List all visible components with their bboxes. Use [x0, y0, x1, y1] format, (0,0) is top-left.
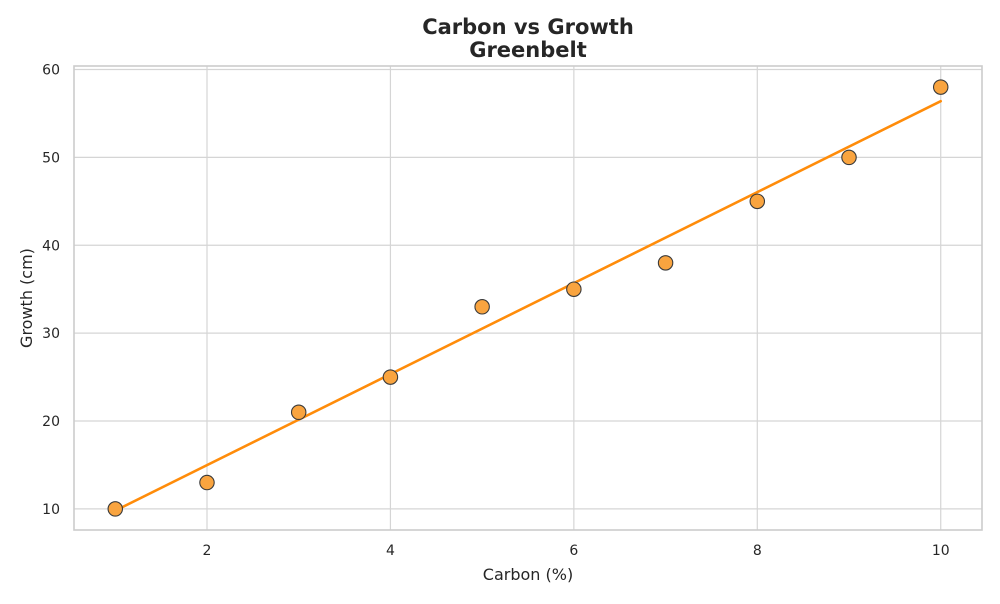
- data-point: [199, 474, 215, 491]
- y-axis-label: Growth (cm): [17, 248, 36, 348]
- data-point: [566, 281, 582, 297]
- data-point: [841, 149, 857, 166]
- x-tick-label: 6: [569, 543, 578, 559]
- x-tick-label: 4: [386, 543, 395, 559]
- y-tick-label: 10: [42, 502, 60, 518]
- y-tick-label: 60: [42, 63, 60, 79]
- data-point: [749, 193, 766, 210]
- y-tick-label: 40: [42, 238, 60, 254]
- y-tick-label: 50: [42, 150, 60, 166]
- data-point: [474, 299, 490, 315]
- tick-labels: 2 4 6 8 10 10 20 30 40 50 60: [42, 63, 949, 559]
- trendline-group: [113, 99, 943, 512]
- data-point: [382, 369, 399, 385]
- data-point: [107, 501, 124, 517]
- data-point: [290, 404, 307, 420]
- data-point: [657, 255, 674, 271]
- data-point: [932, 79, 949, 95]
- chart-subtitle: Greenbelt: [469, 38, 587, 62]
- y-tick-label: 20: [42, 414, 60, 430]
- y-tick-label: 30: [42, 326, 60, 342]
- chart-title: Carbon vs Growth: [422, 15, 634, 39]
- x-tick-label: 2: [203, 543, 212, 559]
- x-tick-label: 10: [932, 543, 950, 559]
- data-points: [107, 79, 949, 517]
- trendline: [113, 99, 943, 512]
- x-tick-label: 8: [753, 543, 762, 559]
- plot-area-frame: [73, 65, 983, 531]
- x-axis-label: Carbon (%): [483, 565, 573, 584]
- grid-lines: [74, 66, 982, 530]
